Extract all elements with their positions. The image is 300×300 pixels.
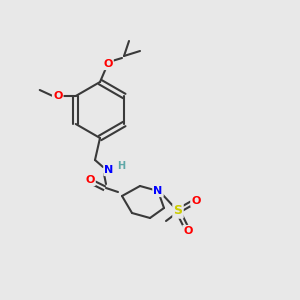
Text: O: O	[191, 196, 201, 206]
Text: O: O	[53, 91, 62, 101]
Text: S: S	[173, 205, 182, 218]
Text: N: N	[104, 165, 114, 175]
Text: H: H	[117, 161, 125, 171]
Text: O: O	[183, 226, 193, 236]
Text: N: N	[153, 186, 163, 196]
Text: O: O	[103, 59, 113, 69]
Text: O: O	[85, 175, 95, 185]
